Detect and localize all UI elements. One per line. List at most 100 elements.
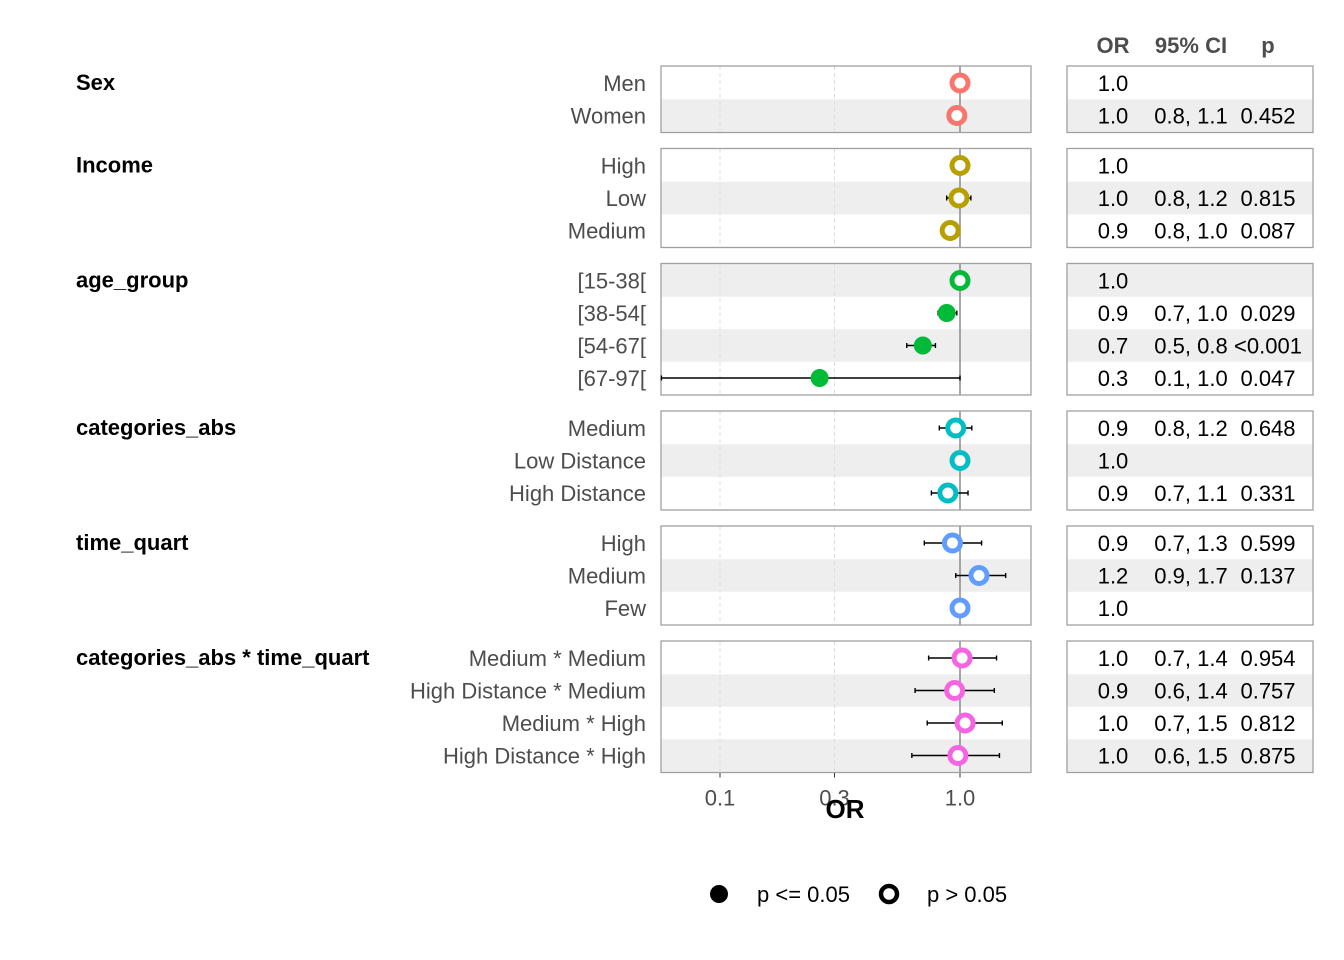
table-row-stripe [1067,444,1313,477]
table-or-value: 0.9 [1098,416,1129,441]
table-ci-value: 0.7, 1.1 [1154,481,1227,506]
table-or-value: 0.9 [1098,531,1129,556]
row-label: [67-97[ [578,366,647,391]
row-label: Few [604,596,646,621]
row-stripe [661,444,1031,477]
table-or-value: 1.0 [1098,104,1129,129]
point-significant [937,304,956,322]
table-p-value: 0.875 [1240,744,1295,769]
table-header-p: p [1261,33,1274,58]
table-p-value: 0.137 [1240,564,1295,589]
table-p-value: 0.812 [1240,711,1295,736]
row-label: Low [606,186,646,211]
table-or-value: 1.0 [1098,154,1129,179]
group-label: Income [76,153,153,178]
point-nonsignificant [949,270,971,291]
table-panel [1066,640,1314,774]
table-row-stripe [1067,99,1313,132]
row-label: Women [571,104,646,129]
table-p-value: 0.954 [1240,646,1295,671]
group-label: time_quart [76,530,189,555]
point-nonsignificant [968,565,990,586]
table-row-stripe [1067,181,1313,215]
table-p-value: 0.452 [1240,104,1295,129]
data-marks [660,72,1007,766]
legend-label-nonsignificant: p > 0.05 [927,882,1007,907]
point-nonsignificant [948,187,970,209]
row-stripe [661,181,1031,215]
table-or-value: 0.9 [1098,679,1129,704]
point-nonsignificant [949,155,971,176]
table-panel [1066,525,1314,626]
x-tick-label: 0.3 [819,786,850,811]
table-p-value: 0.599 [1240,531,1295,556]
legend-filled-circle-icon [710,885,728,903]
table-row-stripe [1067,264,1313,297]
row-label: [54-67[ [578,334,647,359]
row-label: Medium [568,416,646,441]
table-or-value: 1.0 [1098,596,1129,621]
plot-panel [660,410,1032,511]
table-or-value: 1.0 [1098,711,1129,736]
legend-open-circle-icon [878,883,900,905]
plot-panel [660,640,1032,774]
row-label: [15-38[ [578,269,647,294]
group-label: categories_abs [76,415,236,440]
plot-panel [660,525,1032,626]
row-label: Medium * Medium [469,646,646,671]
table-or-value: 0.9 [1098,481,1129,506]
row-label: Low Distance [514,449,646,474]
row-label: High Distance [509,481,646,506]
row-stripe [661,264,1031,297]
table-p-value: 0.047 [1240,366,1295,391]
plot-panel [660,262,1032,396]
row-label: High [601,531,646,556]
table-header-ci: 95% CI [1155,33,1227,58]
row-label: High Distance * Medium [410,679,646,704]
row-stripe [661,99,1031,132]
table-or-value: 1.0 [1098,449,1129,474]
row-label: High Distance * High [443,744,646,769]
row-stripe [661,329,1031,362]
table-row-stripe [1067,329,1313,362]
point-nonsignificant [946,105,968,126]
row-label: Men [603,71,646,96]
table-p-value: 0.029 [1240,301,1295,326]
plot-panel [660,147,1032,249]
table-p-value: 0.757 [1240,679,1295,704]
table-ci-value: 0.8, 1.2 [1154,186,1227,211]
table-ci-value: 0.1, 1.0 [1154,366,1227,391]
table-or-value: 1.0 [1098,269,1129,294]
row-label: [38-54[ [578,301,647,326]
table-p-value: 0.087 [1240,219,1295,244]
table-ci-value: 0.8, 1.1 [1154,104,1227,129]
point-nonsignificant [944,680,966,701]
point-nonsignificant [937,482,959,504]
row-label: Medium * High [502,711,646,736]
table-p-value: 0.648 [1240,416,1295,441]
table-ci-value: 0.8, 1.0 [1154,219,1227,244]
table-header-or: OR [1097,33,1130,58]
table-row-stripe [1067,559,1313,592]
table-or-value: 0.9 [1098,301,1129,326]
text-labels: Sex Men 1.0 Women 1.0 0.8, 1.1 0.452 Income High… [76,70,1302,811]
grid-lines [719,66,961,778]
table-or-value: 1.2 [1098,564,1129,589]
table-panel [1066,262,1314,396]
table-or-value: 1.0 [1098,744,1129,769]
row-stripes [661,99,1313,772]
point-nonsignificant [951,647,973,669]
table-panel [1066,410,1314,511]
x-tick-label: 1.0 [945,786,976,811]
point-nonsignificant [949,450,971,471]
x-axis-title: OR [826,794,865,824]
legend: p <= 0.05 p > 0.05 [710,882,1007,907]
table-or-value: 1.0 [1098,71,1129,96]
panel-borders [660,65,1314,774]
point-significant [913,336,932,355]
x-tick-label: 0.1 [705,786,736,811]
group-label: Sex [76,70,116,95]
point-nonsignificant [945,417,967,439]
table-ci-value: 0.7, 1.4 [1154,646,1227,671]
